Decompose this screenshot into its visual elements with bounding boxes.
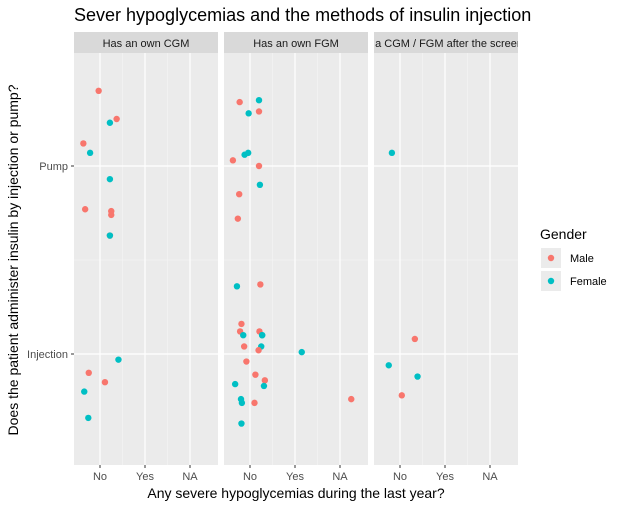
data-point-male: [240, 343, 248, 350]
x-tick-label: No: [393, 471, 407, 483]
data-point-female: [106, 175, 114, 183]
data-point-female: [245, 149, 252, 157]
x-tick-label: No: [243, 471, 257, 483]
data-point-female: [256, 181, 264, 188]
data-point-female: [245, 110, 252, 117]
data-point-male: [243, 358, 250, 365]
data-point-female: [388, 149, 396, 157]
legend-title: Gender: [540, 226, 587, 242]
chart-title: Sever hypoglycemias and the methods of i…: [74, 5, 531, 25]
data-point-female: [85, 414, 92, 422]
data-point-male: [80, 140, 87, 147]
x-axis-title: Any severe hypoglycemias during the last…: [147, 485, 444, 501]
data-point-male: [238, 320, 245, 328]
data-point-female: [238, 399, 246, 407]
facet-strip-label: Got a CGM / FGM after the screening: [354, 38, 537, 50]
data-point-male: [236, 191, 243, 198]
x-tick-label: No: [93, 471, 107, 483]
facet-panel: Has an own CGM No Yes NA: [74, 32, 218, 483]
data-point-male: [234, 215, 242, 222]
data-point-male: [95, 87, 102, 95]
facet-plot-area: [374, 53, 518, 465]
data-point-male: [257, 281, 264, 288]
data-point-female: [258, 332, 266, 339]
legend-key-male: [547, 254, 555, 262]
facet-strip-label: Has an own FGM: [253, 38, 339, 50]
data-point-male: [261, 377, 269, 384]
data-point-female: [298, 348, 305, 356]
facet-strip: [224, 32, 368, 53]
data-point-female: [106, 119, 114, 126]
data-point-male: [113, 115, 120, 123]
legend-label: Female: [570, 276, 607, 288]
facet-strip: [74, 32, 218, 53]
facet-plot-area: [224, 53, 368, 465]
legend-label: Male: [570, 253, 594, 265]
data-point-female: [414, 373, 421, 380]
data-point-male: [236, 98, 243, 106]
data-point-male: [348, 395, 355, 403]
y-tick-label: Injection: [27, 349, 68, 361]
x-tick-label: NA: [182, 471, 198, 483]
facet-panel: Got a CGM / FGM after the screening No Yes…: [354, 32, 537, 483]
data-point-male: [108, 211, 115, 219]
data-point-female: [260, 382, 268, 390]
x-tick-label: NA: [332, 471, 348, 483]
facets: Has an own CGM No Yes NA Has an own FGM No Yes…: [74, 32, 537, 483]
data-point-male: [252, 371, 259, 378]
legend-key-female: [547, 277, 555, 285]
x-tick-label: Yes: [286, 471, 304, 483]
y-tick-label: Pump: [39, 161, 68, 173]
facet-strip-label: Has an own CGM: [103, 38, 190, 50]
data-point-female: [233, 283, 241, 290]
data-point-female: [106, 232, 114, 239]
data-point-female: [240, 332, 247, 339]
y-axis-ticks: Injection Pump: [27, 161, 74, 361]
data-point-male: [398, 392, 405, 399]
data-point-female: [231, 380, 239, 388]
data-point-male: [101, 379, 109, 386]
data-point-male: [255, 347, 262, 354]
facet-plot-area: [74, 53, 218, 465]
data-point-male: [251, 399, 258, 407]
data-point-female: [385, 362, 392, 369]
data-point-male: [81, 206, 89, 213]
data-point-male: [255, 108, 263, 115]
y-axis-title: Does the patient administer insulin by i…: [5, 84, 21, 435]
data-point-female: [115, 356, 122, 363]
data-point-female: [238, 420, 245, 427]
data-point-female: [81, 388, 88, 395]
x-tick-label: Yes: [436, 471, 454, 483]
legend: Gender Male Female: [540, 226, 607, 291]
facet-strip: [374, 32, 518, 53]
x-tick-label: NA: [482, 471, 498, 483]
data-point-male: [411, 335, 419, 343]
data-point-male: [85, 369, 92, 376]
data-point-male: [255, 162, 263, 170]
facet-panel: Has an own FGM No Yes NA: [224, 32, 368, 483]
data-point-female: [255, 97, 263, 104]
data-point-female: [86, 149, 94, 157]
data-point-male: [229, 157, 237, 164]
x-tick-label: Yes: [136, 471, 154, 483]
